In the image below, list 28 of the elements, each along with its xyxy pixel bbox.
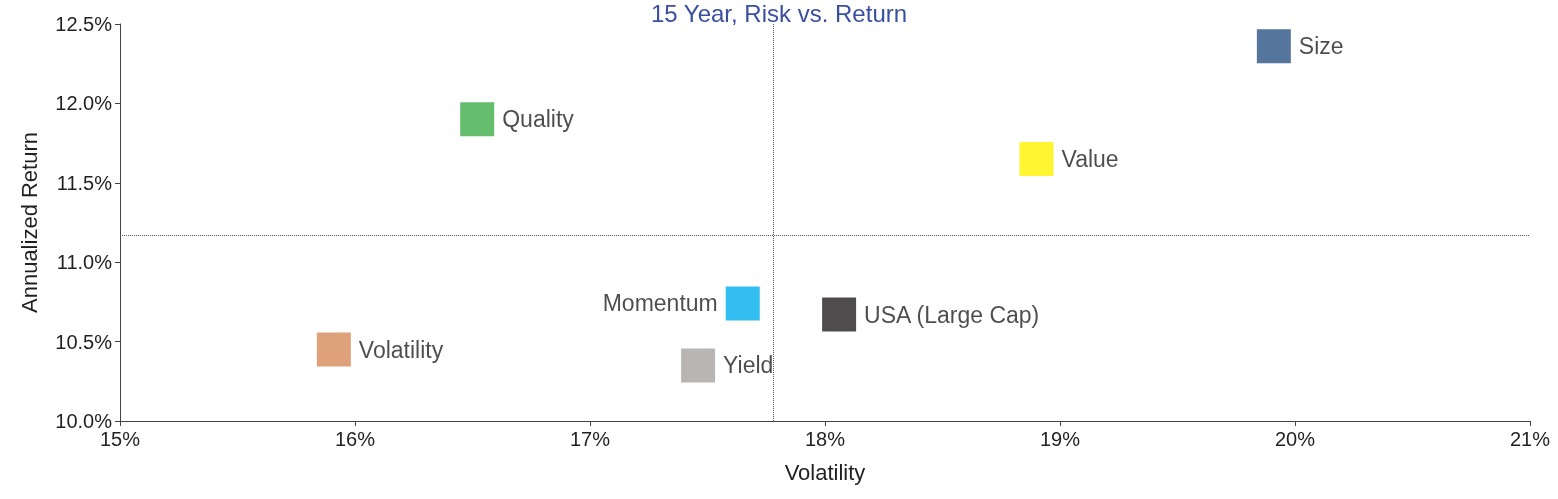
point [316, 332, 351, 367]
x-tick-label: 20% [1274, 428, 1316, 450]
point [822, 297, 857, 332]
point [460, 102, 495, 137]
y-tick-label: 12.0% [55, 92, 113, 115]
y-tick-label: 10.5% [55, 330, 113, 353]
y-tick-label: 11.5% [56, 171, 113, 194]
point [1019, 141, 1054, 176]
y-tick-label: 12.5% [55, 13, 113, 35]
point [681, 348, 716, 383]
y-axis-title: Annualized Return [16, 131, 42, 314]
point [725, 286, 760, 321]
series-label: Yield [723, 352, 774, 379]
series-label: Momentum [602, 290, 718, 317]
series-label: Size [1298, 33, 1344, 60]
point [1256, 29, 1291, 64]
x-axis-title: Volatility [784, 459, 866, 485]
x-tick-label: 21% [1509, 428, 1551, 450]
x-tick-label: 19% [1039, 428, 1081, 450]
series-label: USA (Large Cap) [864, 301, 1040, 328]
x-tick-label: 18% [804, 428, 846, 450]
y-tick-label: 11.0% [56, 251, 113, 274]
series-label: Volatility [358, 336, 444, 363]
series-label: Value [1061, 145, 1119, 172]
x-tick-label: 16% [334, 428, 376, 450]
chart-title: 15 Year, Risk vs. Return [650, 0, 908, 27]
series-label: Quality [502, 106, 575, 133]
x-tick-label: 17% [569, 428, 611, 450]
